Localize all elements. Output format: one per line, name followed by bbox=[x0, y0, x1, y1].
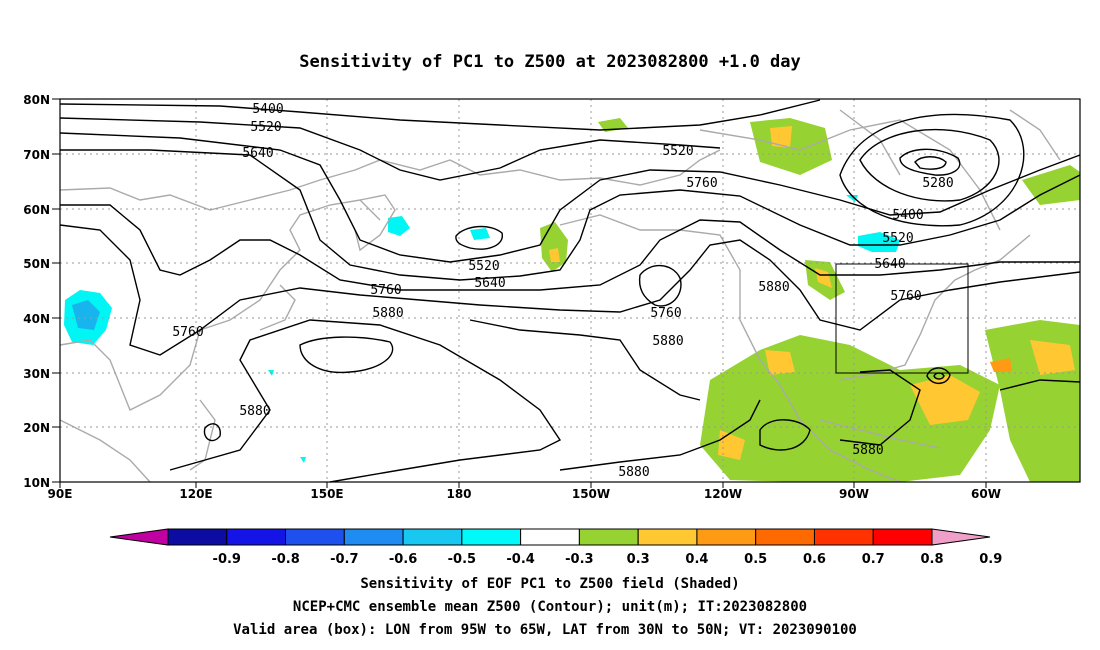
colorbar-swatch bbox=[226, 528, 287, 546]
lat-label: 50N bbox=[23, 257, 50, 271]
colorbar-label: -0.9 bbox=[213, 552, 241, 567]
colorbar-swatch bbox=[402, 528, 463, 546]
shade-neg-small bbox=[846, 195, 858, 202]
z500-contours bbox=[59, 99, 1081, 483]
contour-label: 5640 bbox=[242, 146, 273, 161]
colorbar-label: -0.3 bbox=[565, 552, 593, 567]
colorbar-label: -0.6 bbox=[389, 552, 417, 567]
colorbar-label: -0.5 bbox=[448, 552, 476, 567]
shade-pos-hudson-core bbox=[770, 126, 792, 148]
contour-label: 5760 bbox=[686, 176, 717, 191]
graticule bbox=[60, 99, 1080, 482]
shade-neg-west-core bbox=[72, 300, 100, 330]
colorbar-label: 0.4 bbox=[685, 552, 708, 567]
contour-label: 5520 bbox=[250, 120, 281, 135]
lon-label: 120E bbox=[179, 487, 212, 501]
lon-label: 90E bbox=[48, 487, 73, 501]
contour-label: 5880 bbox=[239, 404, 270, 419]
shade-pos-atlantic-n bbox=[1022, 165, 1080, 205]
shade-pos-gulf-core bbox=[910, 375, 980, 425]
colorbar-swatch bbox=[813, 528, 874, 546]
contour-label: 5400 bbox=[252, 102, 283, 117]
colorbar-label: -0.8 bbox=[271, 552, 299, 567]
colorbar-swatch bbox=[285, 528, 345, 546]
coastlines bbox=[59, 109, 1061, 483]
caption-line-3: Valid area (box): LON from 95W to 65W, L… bbox=[233, 622, 857, 638]
colorbar-swatch bbox=[637, 528, 698, 546]
contour-label: 5880 bbox=[758, 280, 789, 295]
shade-neg-kamchatka bbox=[388, 216, 410, 236]
lon-label: 150E bbox=[310, 487, 343, 501]
shade-pos-atlantic-core bbox=[1030, 340, 1075, 375]
lat-label: 30N bbox=[23, 367, 50, 381]
lon-label: 180 bbox=[446, 487, 471, 501]
contour-label: 5640 bbox=[874, 257, 905, 272]
contour-label: 5400 bbox=[892, 208, 923, 223]
colorbar-extend-low bbox=[109, 528, 169, 546]
caption: Sensitivity of EOF PC1 to Z500 field (Sh… bbox=[233, 576, 857, 638]
lat-label: 70N bbox=[23, 148, 50, 162]
contour-label: 5880 bbox=[852, 443, 883, 458]
contour-label: 5760 bbox=[650, 306, 681, 321]
colorbar-swatch bbox=[755, 528, 815, 546]
contour-label: 5520 bbox=[662, 144, 693, 159]
shade-neg-dateline bbox=[470, 228, 490, 240]
colorbar-swatch bbox=[872, 528, 933, 546]
colorbar-label: 0.6 bbox=[803, 552, 826, 567]
lat-label: 40N bbox=[23, 312, 50, 326]
contour-label: 5640 bbox=[474, 276, 505, 291]
lat-axis: 80N 70N 60N 50N 40N 30N 20N 10N bbox=[23, 93, 60, 490]
shade-neg-labrador bbox=[858, 232, 900, 252]
colorbar-label: 0.3 bbox=[627, 552, 650, 567]
contour-labels: 5400 5520 5640 5520 5760 5280 5400 5520 … bbox=[172, 102, 953, 480]
colorbar-swatch bbox=[520, 528, 580, 546]
colorbar: -0.9 -0.8 -0.7 -0.6 -0.5 -0.4 -0.3 0.3 0.4 0.5 0.6… bbox=[109, 528, 1002, 567]
map-frame bbox=[59, 98, 1081, 483]
contour-label: 5880 bbox=[372, 306, 403, 321]
lon-label: 90W bbox=[839, 487, 869, 501]
colorbar-label: 0.5 bbox=[744, 552, 767, 567]
contour-label: 5880 bbox=[618, 465, 649, 480]
colorbar-extend-high bbox=[931, 528, 991, 546]
shade-pos-greatlakes-core bbox=[815, 268, 832, 288]
shade-pos-atlantic-orange bbox=[990, 358, 1012, 372]
shade-pos-alaska-core bbox=[549, 248, 560, 262]
contour-label: 5760 bbox=[370, 283, 401, 298]
lat-label: 10N bbox=[23, 476, 50, 490]
contour-label: 5280 bbox=[922, 176, 953, 191]
colorbar-label: 0.9 bbox=[979, 552, 1002, 567]
colorbar-label: -0.7 bbox=[330, 552, 358, 567]
contour-label: 5760 bbox=[172, 325, 203, 340]
colorbar-swatch bbox=[167, 528, 228, 546]
lat-label: 60N bbox=[23, 203, 50, 217]
caption-line-2: NCEP+CMC ensemble mean Z500 (Contour); u… bbox=[293, 599, 807, 615]
lon-label: 120W bbox=[704, 487, 742, 501]
colorbar-swatch bbox=[461, 528, 522, 546]
lon-label: 150W bbox=[572, 487, 610, 501]
colorbar-swatch bbox=[696, 528, 757, 546]
colorbar-label: 0.8 bbox=[920, 552, 943, 567]
contour-label: 5880 bbox=[652, 334, 683, 349]
contour-label: 5520 bbox=[882, 231, 913, 246]
lon-label: 60W bbox=[971, 487, 1001, 501]
caption-line-1: Sensitivity of EOF PC1 to Z500 field (Sh… bbox=[360, 576, 739, 592]
map-panel: 5400 5520 5640 5520 5760 5280 5400 5520 … bbox=[59, 98, 1081, 483]
colorbar-swatch bbox=[343, 528, 404, 546]
colorbar-label: 0.7 bbox=[862, 552, 885, 567]
shade-pos-alaska bbox=[540, 222, 568, 272]
lon-axis: 90E 120E 150E 180 150W 120W 90W 60W bbox=[48, 482, 1001, 501]
colorbar-label: -0.4 bbox=[506, 552, 534, 567]
shade-pos-texas-core bbox=[765, 350, 795, 375]
valid-area-box bbox=[835, 263, 969, 374]
contour-label: 5520 bbox=[468, 259, 499, 274]
lat-label: 80N bbox=[23, 93, 50, 107]
shade-neg-dot-2 bbox=[300, 457, 306, 463]
contour-label: 5760 bbox=[890, 289, 921, 304]
lat-label: 20N bbox=[23, 421, 50, 435]
colorbar-swatch bbox=[578, 528, 639, 546]
map-title: Sensitivity of PC1 to Z500 at 2023082800… bbox=[299, 52, 801, 72]
